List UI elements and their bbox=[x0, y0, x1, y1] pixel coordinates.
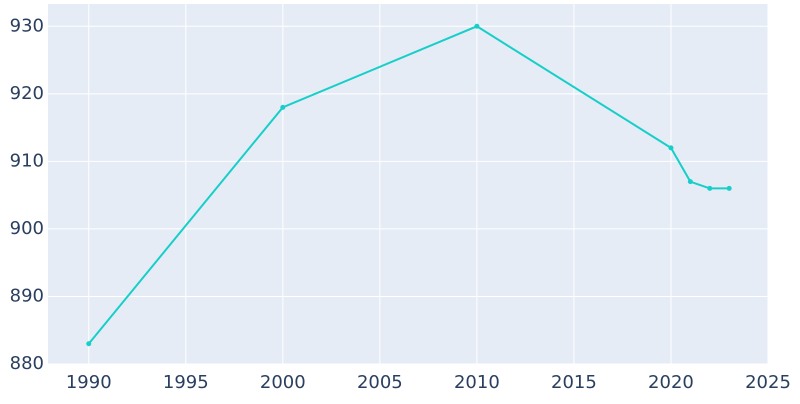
x-tick-label: 2025 bbox=[745, 372, 791, 393]
x-tick-label: 2015 bbox=[551, 372, 597, 393]
x-tick-label: 2010 bbox=[454, 372, 500, 393]
data-point bbox=[668, 145, 674, 151]
y-tick-label: 920 bbox=[10, 83, 44, 104]
data-point bbox=[86, 341, 92, 347]
y-tick-label: 890 bbox=[10, 285, 44, 306]
x-tick-label: 2020 bbox=[648, 372, 694, 393]
y-tick-label: 900 bbox=[10, 218, 44, 239]
x-tick-label: 1995 bbox=[163, 372, 209, 393]
data-point bbox=[474, 23, 480, 29]
data-point bbox=[707, 185, 713, 191]
marks bbox=[86, 23, 732, 347]
y-tick-label: 880 bbox=[10, 353, 44, 374]
y-tick-label: 930 bbox=[10, 15, 44, 36]
x-tick-label: 2005 bbox=[357, 372, 403, 393]
data-point bbox=[726, 185, 732, 191]
grid bbox=[48, 4, 769, 365]
data-point bbox=[280, 104, 286, 110]
x-tick-label: 1990 bbox=[66, 372, 112, 393]
y-tick-label: 910 bbox=[10, 150, 44, 171]
data-point bbox=[687, 179, 693, 185]
x-tick-label: 2000 bbox=[260, 372, 306, 393]
plot-area bbox=[48, 4, 768, 364]
